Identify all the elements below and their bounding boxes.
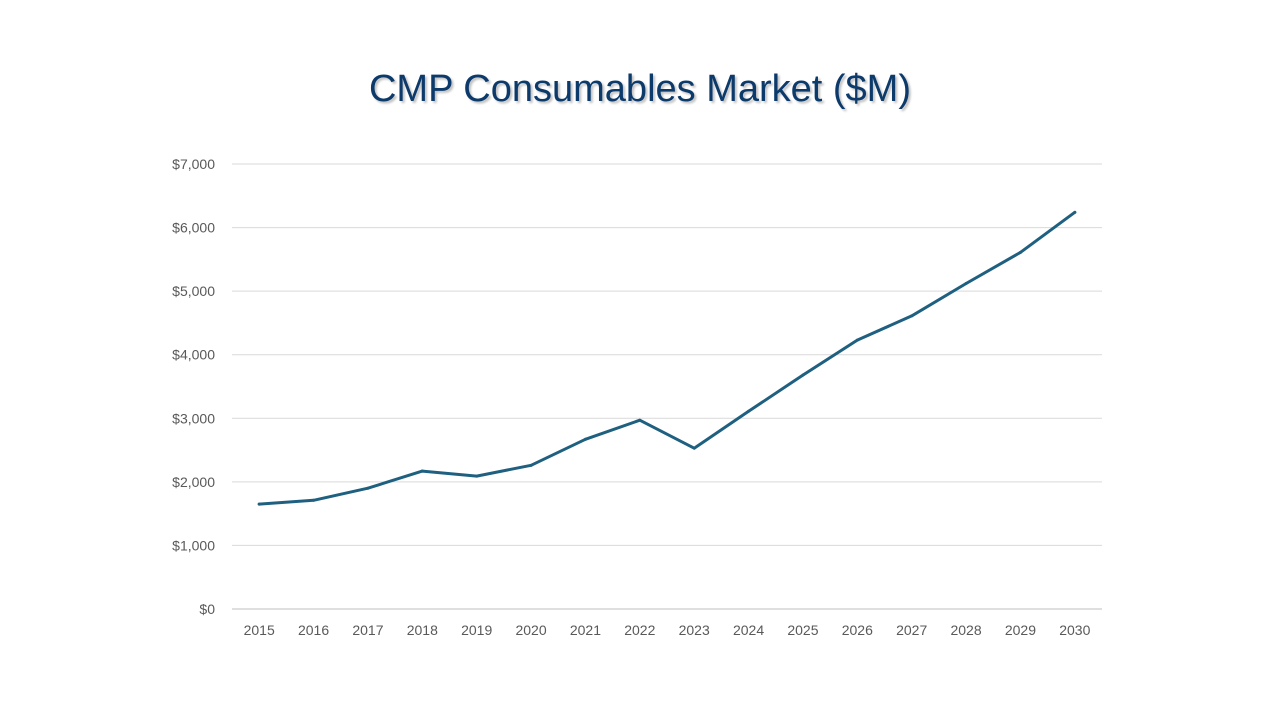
y-tick-label: $4,000 (172, 347, 215, 363)
data-point (529, 463, 533, 467)
x-tick-label: 2021 (570, 622, 601, 638)
x-tick-label: 2025 (787, 622, 818, 638)
x-tick-label: 2026 (842, 622, 873, 638)
y-axis-tick-labels: $0 $1,000 $2,000 $3,000 $4,000 $5,000 $6,000 $7… (172, 156, 215, 617)
x-tick-label: 2016 (298, 622, 329, 638)
x-tick-label: 2019 (461, 622, 492, 638)
y-tick-label: $0 (199, 601, 215, 617)
data-point (475, 474, 479, 478)
data-point (964, 282, 968, 286)
y-tick-label: $6,000 (172, 220, 215, 236)
data-point (420, 469, 424, 473)
x-tick-label: 2028 (950, 622, 981, 638)
data-point (638, 418, 642, 422)
y-tick-label: $2,000 (172, 474, 215, 490)
chart-title: CMP Consumables Market ($M) (368, 68, 911, 110)
y-tick-label: $3,000 (172, 410, 215, 426)
gridlines (232, 163, 1102, 610)
x-tick-label: 2023 (679, 622, 710, 638)
data-point (583, 437, 587, 441)
y-tick-label: $7,000 (172, 156, 215, 172)
y-tick-label: $5,000 (172, 283, 215, 299)
x-tick-label: 2020 (515, 622, 546, 638)
data-point (1018, 250, 1022, 254)
x-tick-label: 2027 (896, 622, 927, 638)
x-tick-label: 2015 (244, 622, 275, 638)
data-point (312, 498, 316, 502)
x-tick-label: 2017 (352, 622, 383, 638)
x-tick-label: 2022 (624, 622, 655, 638)
x-tick-label: 2018 (407, 622, 438, 638)
data-point (801, 373, 805, 377)
x-tick-label: 2029 (1005, 622, 1036, 638)
series-line (257, 210, 1077, 506)
x-tick-label: 2024 (733, 622, 764, 638)
y-tick-label: $1,000 (172, 537, 215, 553)
data-point (1073, 210, 1077, 214)
data-point (692, 446, 696, 450)
x-axis-tick-labels: 2015 2016 2017 2018 2019 2020 2021 2022 2023 2024… (244, 622, 1091, 638)
data-point (257, 502, 261, 506)
data-point (910, 314, 914, 318)
data-point (366, 486, 370, 490)
data-point (747, 409, 751, 413)
data-point (855, 338, 859, 342)
x-tick-label: 2030 (1059, 622, 1090, 638)
series-layer (257, 210, 1077, 506)
